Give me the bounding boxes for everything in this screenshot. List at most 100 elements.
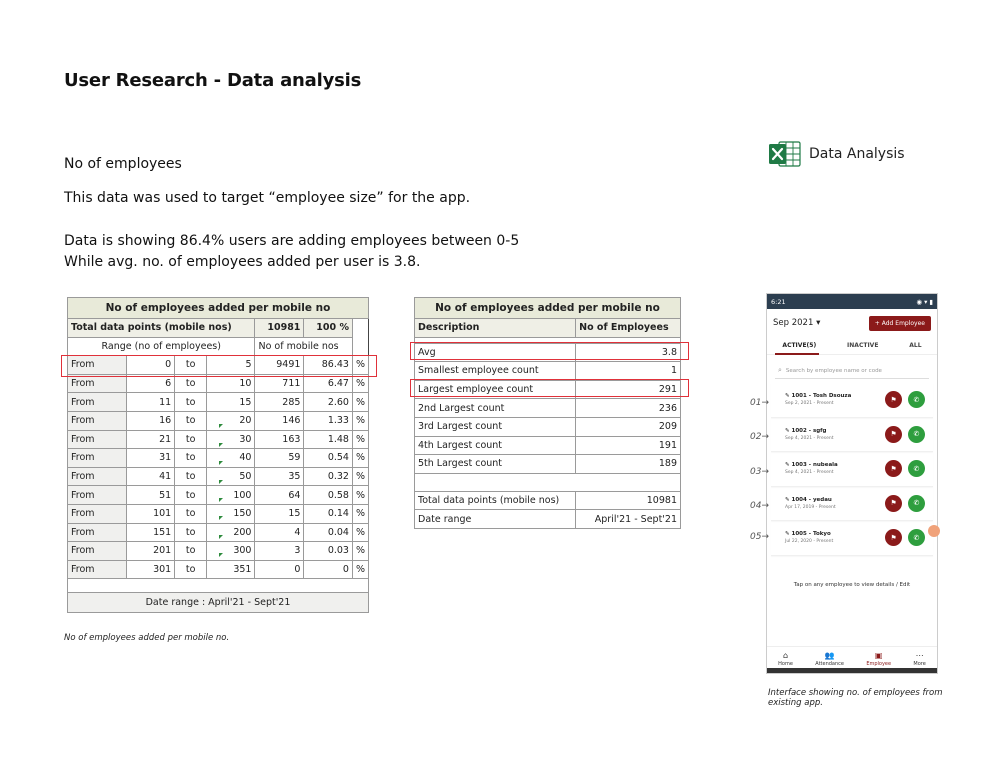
edit-icon: ✎ (785, 496, 792, 503)
tab-underline (775, 353, 819, 355)
range-to: 351 (206, 559, 256, 580)
range-row: From 101 to 150 15 0.14% (67, 503, 370, 524)
from-label: From (67, 392, 127, 412)
mobile-count: 59 (254, 448, 305, 468)
mobile-count: 35 (254, 466, 305, 487)
cell-marker-icon (219, 516, 223, 520)
table-caption: No of employees added per mobile no. (64, 633, 230, 643)
search-input[interactable]: ⌕ Search by employee name or code (775, 363, 929, 379)
phone-icon: ✆ (913, 533, 920, 542)
employee-row[interactable]: ✎ 1003 - nubeala Sep 4, 2021 - Present ⚑ ✆ (771, 452, 933, 487)
mobile-count: 64 (254, 485, 305, 505)
pct-sign: % (351, 522, 370, 543)
call-button[interactable]: ✆ (908, 391, 925, 409)
to-label: to (174, 392, 208, 412)
range-to: 200 (206, 522, 256, 543)
people-icon: 👥 (824, 651, 835, 660)
call-button[interactable]: ✆ (908, 529, 925, 547)
insight-line-1: Data is showing 86.4% users are adding e… (64, 233, 520, 249)
date-range: Date range : April'21 - Sept'21 (67, 592, 369, 614)
range-to: 15 (206, 392, 256, 412)
range-from: 11 (125, 392, 176, 412)
to-label: to (174, 429, 208, 450)
nav-attendance[interactable]: 👥 Attendance (815, 651, 844, 667)
pct-sign: % (351, 392, 370, 412)
summary-row: 4th Largest count 191 (413, 435, 681, 456)
employee-date: Sep 4, 2021 - Present (785, 470, 834, 476)
tab-active[interactable]: ACTIVE(5) (782, 342, 817, 349)
summary-value: 1 (575, 361, 681, 381)
attendance-button[interactable]: ⚑ (885, 460, 902, 478)
summary-date-label: Date range (413, 509, 577, 529)
phone-screenshot: 6:21 ◉ ▾ ▮ Sep 2021 ▾ + Add Employee ACT… (766, 293, 938, 674)
summary-row: Largest employee count 291 (413, 379, 681, 400)
employee-row[interactable]: ✎ 1002 - sgfg Sep 4, 2021 - Present ⚑ ✆ (771, 418, 933, 452)
employee-row[interactable]: ✎ 1001 - Tosh Dsouza Sep 2, 2021 - Presen… (771, 383, 933, 418)
from-label: From (67, 429, 127, 450)
bottom-nav: ⌂ Home 👥 Attendance ▣ Employee ⋯ More (767, 646, 937, 667)
range-row: From 51 to 100 64 0.58% (67, 485, 370, 505)
employee-row[interactable]: ✎ 1005 - Tokyo Jul 22, 2020 - Present ⚑ ✆ (771, 521, 933, 556)
range-row: From 151 to 200 4 0.04% (67, 522, 370, 543)
tab-all[interactable]: ALL (909, 342, 922, 349)
cell-marker-icon (219, 553, 223, 557)
step-marker: 03→ (750, 467, 769, 477)
range-row: From 21 to 30 163 1.48% (67, 429, 370, 450)
chat-bubble-icon (928, 525, 940, 537)
from-label: From (67, 410, 127, 431)
from-label: From (67, 503, 127, 524)
nav-more[interactable]: ⋯ More (913, 651, 926, 667)
from-label: From (67, 541, 127, 561)
attendance-button[interactable]: ⚑ (885, 425, 902, 443)
chevron-down-icon: ▾ (816, 318, 821, 328)
add-employee-button[interactable]: + Add Employee (868, 315, 931, 331)
excel-label: Data Analysis (809, 146, 905, 162)
employee-date: Apr 17, 2019 - Present (785, 504, 836, 510)
phone-icon: ✆ (913, 464, 920, 473)
highlight-avg (410, 342, 689, 360)
range-to: 150 (206, 503, 256, 524)
section-description: This data was used to target “employee s… (64, 190, 471, 206)
nav-employee[interactable]: ▣ Employee (866, 651, 892, 667)
nav-home[interactable]: ⌂ Home (778, 651, 793, 667)
employee-row[interactable]: ✎ 1004 - yedau Apr 17, 2019 - Present ⚑ ✆ (771, 487, 933, 521)
to-label: to (174, 522, 208, 543)
attendance-button[interactable]: ⚑ (885, 391, 902, 409)
add-user-icon: + (874, 319, 880, 327)
range-row: From 6 to 10 711 6.47% (67, 373, 370, 394)
pct-sign: % (351, 448, 370, 468)
tab-inactive[interactable]: INACTIVE (847, 342, 879, 349)
summary-label: 4th Largest count (413, 435, 577, 456)
row-pct: 0.32 (303, 466, 353, 487)
pct-sign: % (351, 559, 370, 580)
row-pct: 0.58 (303, 485, 353, 505)
summary-value: 209 (575, 416, 681, 437)
call-button[interactable]: ✆ (908, 460, 925, 478)
system-nav-bar (767, 668, 937, 673)
page-title: User Research - Data analysis (64, 70, 362, 91)
attendance-button[interactable]: ⚑ (885, 494, 902, 512)
step-marker: 05→ (750, 532, 769, 542)
attendance-button[interactable]: ⚑ (885, 529, 902, 547)
summary-total-value: 10981 (575, 490, 681, 511)
home-icon: ⌂ (783, 651, 789, 660)
range-from: 16 (125, 410, 176, 431)
range-from: 21 (125, 429, 176, 450)
employee-name: ✎ 1004 - yedau (785, 496, 832, 503)
month-selector[interactable]: Sep 2021 ▾ (773, 318, 821, 328)
call-button[interactable]: ✆ (908, 425, 925, 443)
pct-sign: % (351, 541, 370, 561)
pct-sign: % (351, 355, 370, 375)
summary-label: 3rd Largest count (413, 416, 577, 437)
call-button[interactable]: ✆ (908, 494, 925, 512)
range-from: 151 (125, 522, 176, 543)
employee-name: ✎ 1003 - nubeala (785, 462, 838, 469)
summary-row: 2nd Largest count 236 (413, 398, 681, 418)
user-icon: ⚑ (890, 533, 897, 542)
to-label: to (174, 485, 208, 505)
summary-row: 3rd Largest count 209 (413, 416, 681, 437)
range-to: 100 (206, 485, 256, 505)
range-to: 30 (206, 429, 256, 450)
mobile-count: 163 (254, 429, 305, 450)
row-pct: 0.14 (303, 503, 353, 524)
